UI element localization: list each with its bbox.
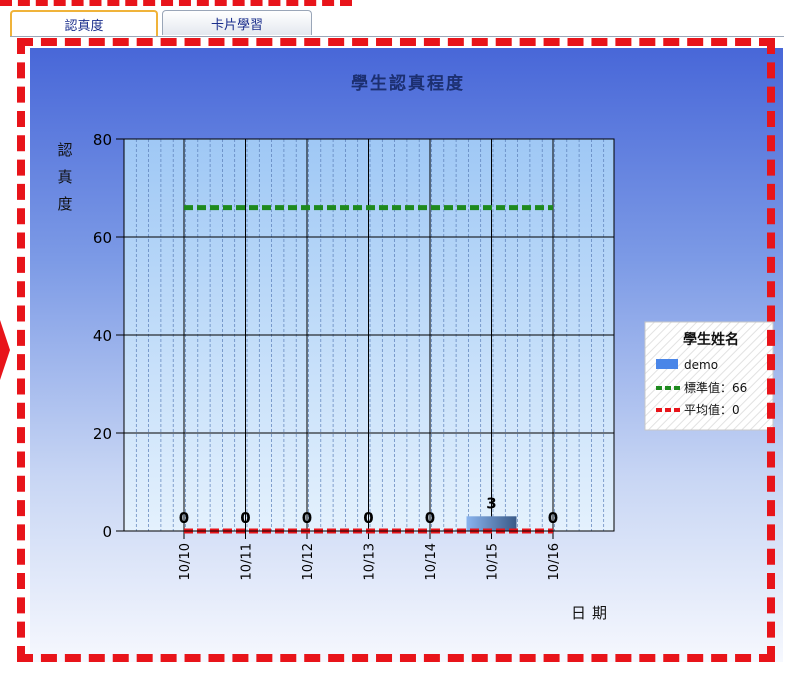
x-tick-label: 10/14 (424, 543, 439, 580)
y-axis-label: 認真度 (57, 141, 72, 213)
tab-label: 卡片學習 (210, 17, 263, 33)
x-tick-label: 10/11 (240, 543, 255, 580)
x-tick-labels: 10/10 10/11 10/12 10/13 10/14 10/15 10/16 (178, 543, 562, 580)
data-label: 0 (302, 509, 312, 527)
y-tick-label: 20 (93, 425, 112, 443)
x-tick-label: 10/10 (178, 543, 193, 580)
bar (466, 516, 517, 531)
chart-title: 學生認真程度 (351, 73, 465, 94)
data-label: 0 (425, 509, 435, 527)
left-edge-marker (0, 320, 10, 380)
data-label: 3 (486, 494, 496, 512)
tab-card-learning[interactable]: 卡片學習 (162, 10, 312, 35)
data-label: 0 (363, 509, 373, 527)
bars (466, 516, 517, 531)
data-label: 0 (179, 509, 189, 527)
plot-frame (123, 138, 615, 532)
x-tick-label: 10/12 (301, 543, 316, 580)
x-tick-label: 10/15 (486, 543, 501, 580)
x-axis-label: 日期 (571, 604, 613, 622)
legend-entry-demo: demo (684, 358, 718, 372)
axes (123, 138, 615, 532)
x-tick-label: 10/16 (547, 543, 562, 580)
data-label: 0 (548, 509, 558, 527)
x-tick-label: 10/13 (363, 543, 378, 580)
data-label: 0 (240, 509, 250, 527)
tab-bar: 認真度 卡片學習 (10, 10, 316, 36)
top-strip (0, 0, 788, 10)
y-tick-label: 80 (93, 131, 112, 149)
legend-swatch-demo (656, 359, 678, 369)
data-labels: 0 0 0 0 0 3 0 (179, 494, 558, 527)
y-tick-label: 0 (102, 523, 112, 541)
selection-border-top (0, 0, 352, 14)
legend-entry-standard: 標準值：66 (684, 380, 747, 395)
tab-label: 認真度 (64, 18, 104, 34)
y-tick-label: 60 (93, 229, 112, 247)
y-tick-label: 40 (93, 327, 112, 345)
legend-title: 學生姓名 (683, 331, 739, 348)
legend-entry-average: 平均值：0 (684, 402, 740, 417)
y-tick-labels: 0 20 40 60 80 (93, 131, 112, 541)
tab-seriousness[interactable]: 認真度 (10, 10, 158, 36)
legend: 學生姓名 demo 標準值：66 平均值：0 (644, 321, 774, 431)
